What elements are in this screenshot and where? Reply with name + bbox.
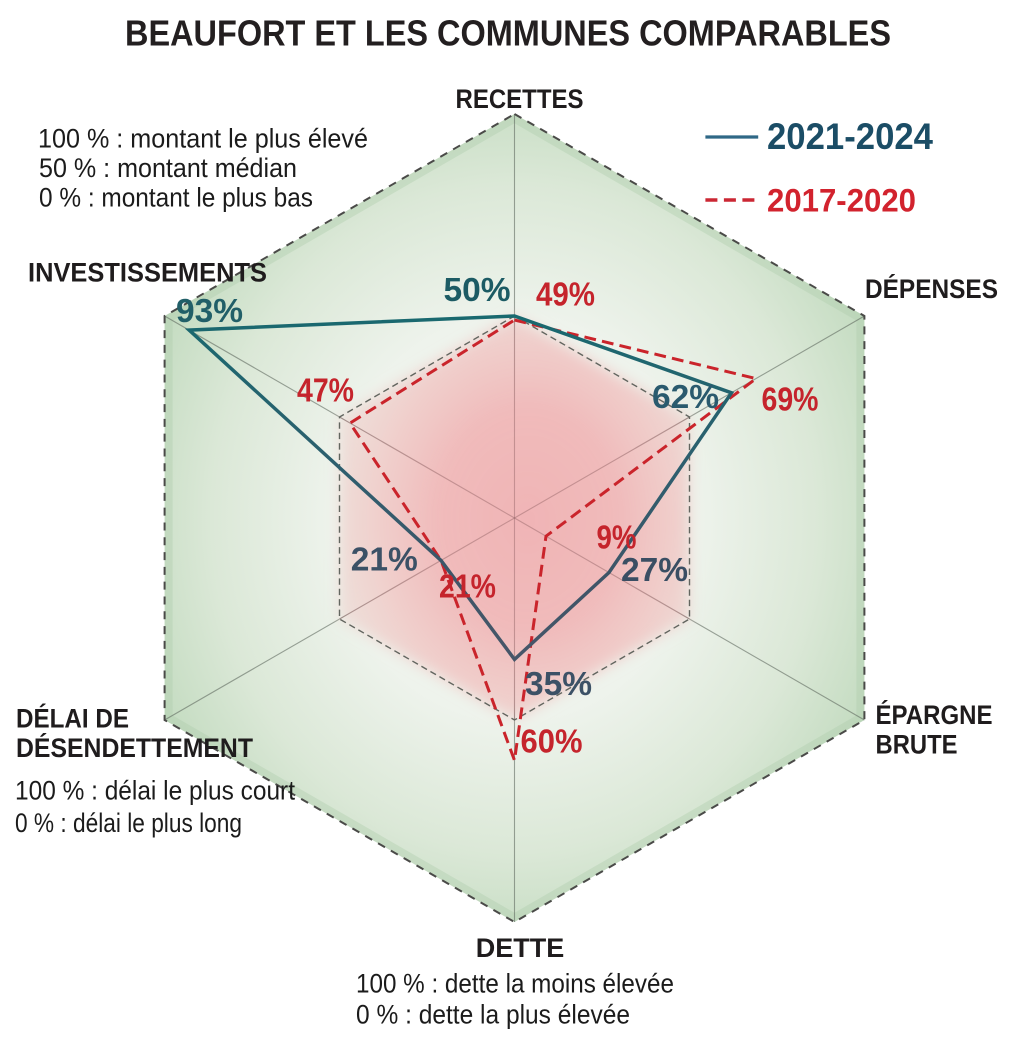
svg-text:62%: 62% — [652, 379, 719, 416]
svg-text:BRUTE: BRUTE — [876, 730, 958, 760]
svg-text:47%: 47% — [297, 372, 354, 409]
svg-text:50 % : montant médian: 50 % : montant médian — [39, 153, 297, 183]
svg-text:2021-2024: 2021-2024 — [767, 116, 933, 157]
svg-text:100 % : délai le plus court: 100 % : délai le plus court — [15, 776, 296, 806]
svg-text:BEAUFORT ET LES COMMUNES COMPA: BEAUFORT ET LES COMMUNES COMPARABLES — [125, 13, 891, 54]
svg-text:DÉPENSES: DÉPENSES — [865, 273, 998, 304]
svg-text:100 % : dette la moins élevée: 100 % : dette la moins élevée — [356, 969, 674, 999]
svg-text:0 % : délai le plus long: 0 % : délai le plus long — [15, 808, 242, 838]
svg-text:21%: 21% — [351, 542, 418, 579]
svg-text:50%: 50% — [444, 272, 511, 309]
svg-text:100 % : montant le plus élevé: 100 % : montant le plus élevé — [38, 124, 368, 154]
svg-text:93%: 93% — [176, 293, 243, 330]
svg-text:INVESTISSEMENTS: INVESTISSEMENTS — [28, 258, 267, 288]
svg-text:0 % : montant le plus bas: 0 % : montant le plus bas — [39, 183, 313, 213]
svg-text:DETTE: DETTE — [476, 933, 565, 963]
svg-text:9%: 9% — [597, 519, 637, 556]
svg-text:DÉLAI DE: DÉLAI DE — [16, 703, 129, 734]
svg-text:35%: 35% — [525, 666, 592, 703]
svg-text:RECETTES: RECETTES — [456, 84, 584, 114]
svg-text:60%: 60% — [521, 723, 583, 760]
svg-text:21%: 21% — [439, 568, 496, 605]
svg-text:ÉPARGNE: ÉPARGNE — [876, 699, 993, 730]
svg-text:2017-2020: 2017-2020 — [767, 183, 916, 219]
svg-text:DÉSENDETTEMENT: DÉSENDETTEMENT — [16, 732, 253, 763]
svg-text:69%: 69% — [762, 381, 819, 418]
svg-text:27%: 27% — [621, 552, 688, 589]
svg-text:0 % : dette la plus élevée: 0 % : dette la plus élevée — [356, 1000, 630, 1030]
svg-text:49%: 49% — [536, 276, 595, 313]
